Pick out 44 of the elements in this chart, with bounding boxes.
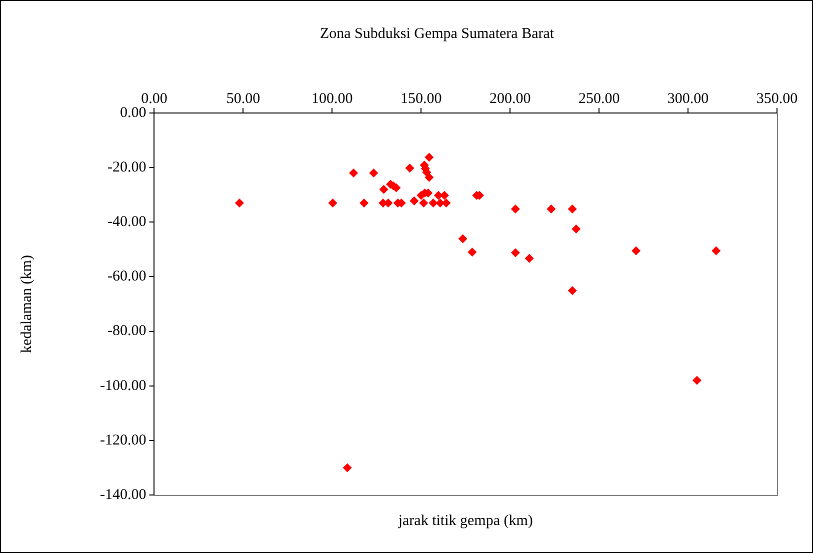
y-tick-label: -140.00 bbox=[100, 486, 146, 503]
point bbox=[458, 234, 468, 244]
y-tick-label: -40.00 bbox=[107, 214, 146, 230]
point bbox=[712, 246, 721, 256]
point bbox=[524, 254, 534, 263]
x-tick-label: 150.00 bbox=[400, 90, 442, 107]
x-tick-label: 50.00 bbox=[226, 90, 260, 107]
chart-title: Zona Subduksi Gempa Sumatera Barat bbox=[320, 26, 555, 42]
x-tick-label: 300.00 bbox=[667, 90, 709, 107]
x-tick-label: 250.00 bbox=[578, 90, 620, 107]
y-tick-label: -120.00 bbox=[100, 432, 146, 448]
point bbox=[510, 204, 520, 214]
point bbox=[379, 184, 388, 194]
x-tick-label: 100.00 bbox=[312, 90, 353, 107]
point bbox=[349, 168, 358, 178]
y-tick-label: -100.00 bbox=[100, 378, 146, 394]
point bbox=[410, 196, 419, 206]
point bbox=[419, 198, 428, 208]
point bbox=[360, 198, 369, 208]
point bbox=[405, 164, 414, 173]
y-tick-label: -20.00 bbox=[107, 160, 146, 176]
y-tick-label: -80.00 bbox=[107, 323, 146, 340]
point bbox=[572, 224, 581, 234]
x-tick-label: 350.00 bbox=[756, 90, 798, 107]
y-tick-label: 0.00 bbox=[120, 104, 146, 121]
point bbox=[424, 152, 434, 162]
x-axis-title: jarak titik gempa (km) bbox=[397, 512, 533, 529]
point bbox=[510, 248, 520, 258]
point bbox=[369, 168, 378, 178]
point bbox=[568, 204, 577, 214]
point bbox=[342, 463, 352, 472]
y-tick-label: -60.00 bbox=[107, 268, 146, 285]
y-axis-title: kedalaman (km) bbox=[18, 255, 35, 353]
point bbox=[692, 376, 702, 385]
point bbox=[234, 198, 244, 208]
point bbox=[568, 286, 577, 296]
x-tick-label: 200.00 bbox=[489, 90, 531, 107]
point bbox=[632, 246, 641, 256]
point bbox=[546, 204, 556, 214]
point bbox=[468, 248, 477, 257]
x-tick-label: 0.00 bbox=[141, 90, 168, 107]
point bbox=[328, 198, 338, 208]
point bbox=[428, 198, 438, 208]
point bbox=[424, 172, 434, 182]
